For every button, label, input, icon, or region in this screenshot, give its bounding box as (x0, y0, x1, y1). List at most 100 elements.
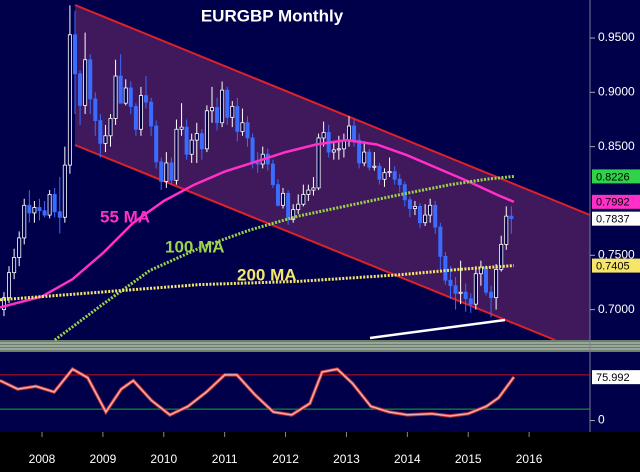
x-tick-label: 2013 (333, 452, 360, 466)
candle-body (123, 87, 128, 104)
candle-body (331, 149, 336, 153)
y-tick-label: 0 (598, 413, 605, 427)
candle-body (235, 106, 240, 132)
candle-body (372, 165, 377, 168)
candle-body (230, 106, 235, 118)
candle-body (478, 266, 483, 275)
candle-body (428, 204, 433, 216)
candle-body (128, 87, 133, 107)
candle-body (291, 209, 296, 220)
x-tick-label: 2009 (90, 452, 117, 466)
candle-body (73, 34, 78, 75)
candle-body (281, 192, 286, 206)
candle-body (210, 107, 215, 112)
candle-body (215, 107, 220, 124)
candle-body (311, 187, 316, 191)
candle-body (204, 110, 209, 150)
candle-body (377, 165, 382, 180)
ma-label: 200 MA (237, 265, 297, 284)
chart-title: EURGBP Monthly (201, 6, 344, 25)
x-tick-label: 2016 (516, 452, 543, 466)
price-label: 0.7405 (596, 260, 630, 272)
candle-body (83, 59, 88, 106)
candle-body (468, 298, 473, 305)
candle-body (433, 204, 438, 228)
candle-body (494, 268, 499, 299)
candle-body (509, 215, 514, 220)
y-tick-label: 0.7000 (598, 302, 635, 316)
price-label: 0.7837 (596, 214, 630, 226)
candle-body (301, 194, 306, 205)
candle-body (387, 171, 392, 174)
price-label-box (592, 258, 640, 273)
stochastic-line (0, 368, 515, 417)
candle-body (463, 291, 468, 300)
candle-body (154, 125, 159, 163)
x-tick-label: 2010 (150, 452, 177, 466)
candle-body (382, 172, 387, 180)
candle-body (93, 98, 98, 121)
candle-body (47, 194, 52, 216)
price-label: 75.992 (596, 372, 630, 384)
candle-body (7, 272, 12, 299)
candle-body (179, 126, 184, 130)
candle-body (144, 95, 149, 103)
candle-body (443, 255, 448, 281)
candle-body (184, 126, 189, 155)
candle-body (250, 137, 255, 164)
separator (0, 340, 640, 352)
candle-body (199, 133, 204, 150)
candle-body (220, 89, 225, 124)
x-tick-label: 2015 (455, 452, 482, 466)
candle-body (27, 204, 32, 214)
stochastic-panel (0, 352, 640, 432)
price-label: 0.7992 (596, 197, 630, 209)
candle-body (484, 266, 489, 293)
candle-body (418, 205, 423, 224)
candle-body (194, 133, 199, 141)
candle-body (1, 297, 6, 310)
candle-body (458, 291, 463, 294)
x-tick-label: 2012 (272, 452, 299, 466)
candle-body (133, 106, 138, 130)
candle-body (438, 226, 443, 257)
candle-body (499, 244, 504, 270)
x-tick-label: 2014 (394, 452, 421, 466)
candle-body (57, 211, 62, 218)
candle-body (473, 273, 478, 305)
candle-body (367, 151, 372, 168)
candle-body (412, 205, 417, 209)
candle-body (255, 162, 260, 165)
candle-body (169, 162, 174, 181)
channel-fill (75, 5, 590, 340)
candle-body (88, 59, 93, 100)
candle-body (392, 171, 397, 180)
candle-body (32, 207, 37, 214)
ma-label: 100 MA (165, 237, 225, 256)
ma-label: 55 MA (100, 207, 150, 226)
candle-body (78, 73, 83, 106)
support-line (369, 318, 506, 340)
candle-body (240, 122, 245, 132)
candle-body (504, 215, 509, 245)
x-tick-label: 2008 (29, 452, 56, 466)
candle-body (448, 279, 453, 287)
candle-body (62, 164, 67, 218)
time-axis (0, 432, 640, 472)
price-label-box (592, 194, 640, 209)
candle-body (453, 285, 458, 294)
candle-body (37, 207, 42, 212)
channel-upper (74, 4, 591, 216)
candle-body (174, 128, 179, 181)
moving-average (0, 264, 515, 302)
candle-body (67, 34, 72, 166)
candle-body (352, 125, 357, 141)
candle-body (17, 237, 22, 258)
candle-body (489, 291, 494, 299)
candle-body (357, 139, 362, 164)
candle-body (336, 148, 341, 151)
candle-body (159, 161, 164, 182)
y-tick-label: 0.9500 (598, 30, 635, 44)
candle-body (306, 189, 311, 195)
candle-body (245, 122, 250, 139)
